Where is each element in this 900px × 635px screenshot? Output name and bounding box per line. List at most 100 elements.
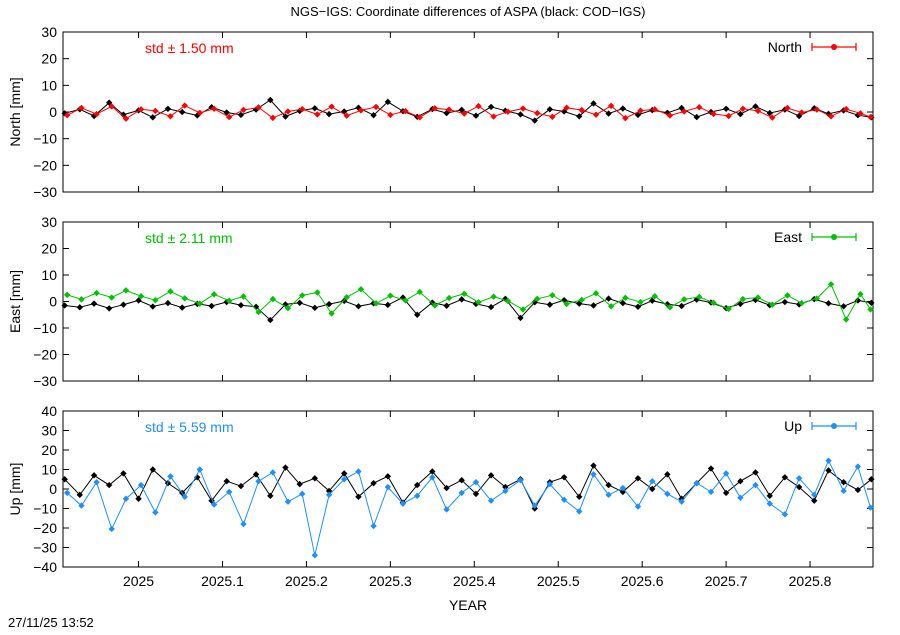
data-point bbox=[240, 520, 247, 528]
series-east bbox=[63, 281, 874, 323]
data-point bbox=[546, 480, 554, 488]
data-point bbox=[445, 294, 453, 302]
data-point bbox=[798, 109, 805, 116]
data-point bbox=[722, 489, 730, 497]
data-point bbox=[325, 110, 333, 118]
legend-label: East bbox=[774, 229, 802, 245]
data-point bbox=[181, 102, 188, 109]
data-point bbox=[296, 480, 303, 488]
data-point bbox=[225, 297, 233, 304]
data-point bbox=[680, 108, 688, 115]
panel-up: −40 −30 −20 −10 0 10 20 30 40 2025 2025.1 2025.2 202… bbox=[7, 403, 875, 589]
data-point bbox=[402, 297, 409, 304]
data-point bbox=[429, 474, 436, 481]
data-point bbox=[370, 479, 377, 487]
data-point bbox=[90, 300, 98, 307]
data-point bbox=[619, 488, 627, 496]
data-point bbox=[105, 481, 113, 489]
data-point bbox=[208, 104, 215, 111]
data-point bbox=[152, 107, 159, 115]
data-point bbox=[784, 104, 791, 112]
data-point bbox=[840, 487, 847, 495]
data-point bbox=[739, 295, 747, 303]
data-point bbox=[120, 301, 127, 308]
data-point bbox=[343, 112, 350, 119]
data-point bbox=[560, 296, 568, 304]
data-point bbox=[325, 491, 333, 499]
data-point bbox=[798, 299, 805, 307]
data-point bbox=[269, 114, 277, 122]
data-point bbox=[76, 491, 83, 499]
x-tick-label: 2025.5 bbox=[537, 573, 580, 589]
y-tick-label: −20 bbox=[33, 347, 57, 363]
data-point bbox=[752, 103, 759, 110]
data-point bbox=[90, 112, 98, 120]
data-point bbox=[649, 485, 656, 493]
data-point bbox=[795, 475, 803, 482]
y-axis-label: East [mm] bbox=[7, 270, 23, 333]
data-point bbox=[696, 293, 703, 301]
data-point bbox=[314, 111, 321, 118]
data-point bbox=[857, 110, 864, 117]
data-point bbox=[164, 105, 172, 112]
data-point bbox=[769, 301, 776, 308]
data-point bbox=[458, 489, 465, 497]
data-point bbox=[619, 484, 627, 492]
data-point bbox=[769, 114, 776, 121]
data-point bbox=[825, 457, 832, 464]
data-point bbox=[399, 500, 407, 507]
data-point bbox=[355, 303, 362, 310]
data-point bbox=[210, 501, 218, 508]
data-point bbox=[868, 299, 875, 307]
data-point bbox=[384, 473, 392, 480]
data-point bbox=[269, 295, 277, 303]
series-up bbox=[63, 457, 874, 559]
data-point bbox=[137, 293, 145, 300]
data-point bbox=[666, 112, 674, 119]
data-point bbox=[502, 483, 509, 491]
data-point bbox=[237, 302, 245, 309]
data-point bbox=[546, 301, 554, 308]
data-point bbox=[208, 302, 215, 310]
data-point bbox=[299, 490, 306, 498]
data-point bbox=[458, 477, 465, 484]
data-point bbox=[384, 98, 392, 106]
data-point bbox=[619, 105, 627, 112]
y-tick-label: −30 bbox=[33, 540, 57, 556]
data-point bbox=[842, 105, 850, 113]
data-point bbox=[152, 509, 159, 516]
data-point bbox=[167, 113, 174, 120]
data-point bbox=[475, 102, 482, 110]
series-line bbox=[66, 105, 871, 120]
data-point bbox=[137, 481, 145, 489]
y-tick-label: −30 bbox=[33, 373, 57, 389]
data-point bbox=[355, 493, 362, 500]
legend-marker bbox=[831, 44, 837, 50]
data-point bbox=[90, 472, 98, 479]
data-point bbox=[416, 114, 423, 121]
data-point bbox=[461, 110, 468, 117]
data-point bbox=[519, 105, 527, 112]
data-point bbox=[78, 296, 85, 303]
y-tick-label: 10 bbox=[41, 77, 57, 93]
data-point bbox=[311, 475, 319, 482]
data-point bbox=[296, 299, 303, 307]
data-point bbox=[590, 462, 597, 469]
data-point bbox=[328, 103, 335, 110]
data-point bbox=[795, 301, 803, 308]
data-point bbox=[825, 300, 832, 307]
data-point bbox=[167, 473, 174, 480]
data-point bbox=[725, 112, 732, 120]
data-point bbox=[458, 296, 465, 303]
data-point bbox=[311, 105, 319, 112]
data-point bbox=[120, 111, 127, 118]
data-point bbox=[590, 100, 597, 107]
x-tick-label: 2025 bbox=[123, 573, 154, 589]
data-point bbox=[519, 306, 527, 313]
data-point bbox=[487, 472, 495, 479]
data-point bbox=[605, 481, 612, 489]
data-point bbox=[196, 300, 204, 307]
data-point bbox=[502, 487, 509, 495]
data-point bbox=[135, 495, 142, 502]
series-cod-igs bbox=[61, 294, 875, 324]
